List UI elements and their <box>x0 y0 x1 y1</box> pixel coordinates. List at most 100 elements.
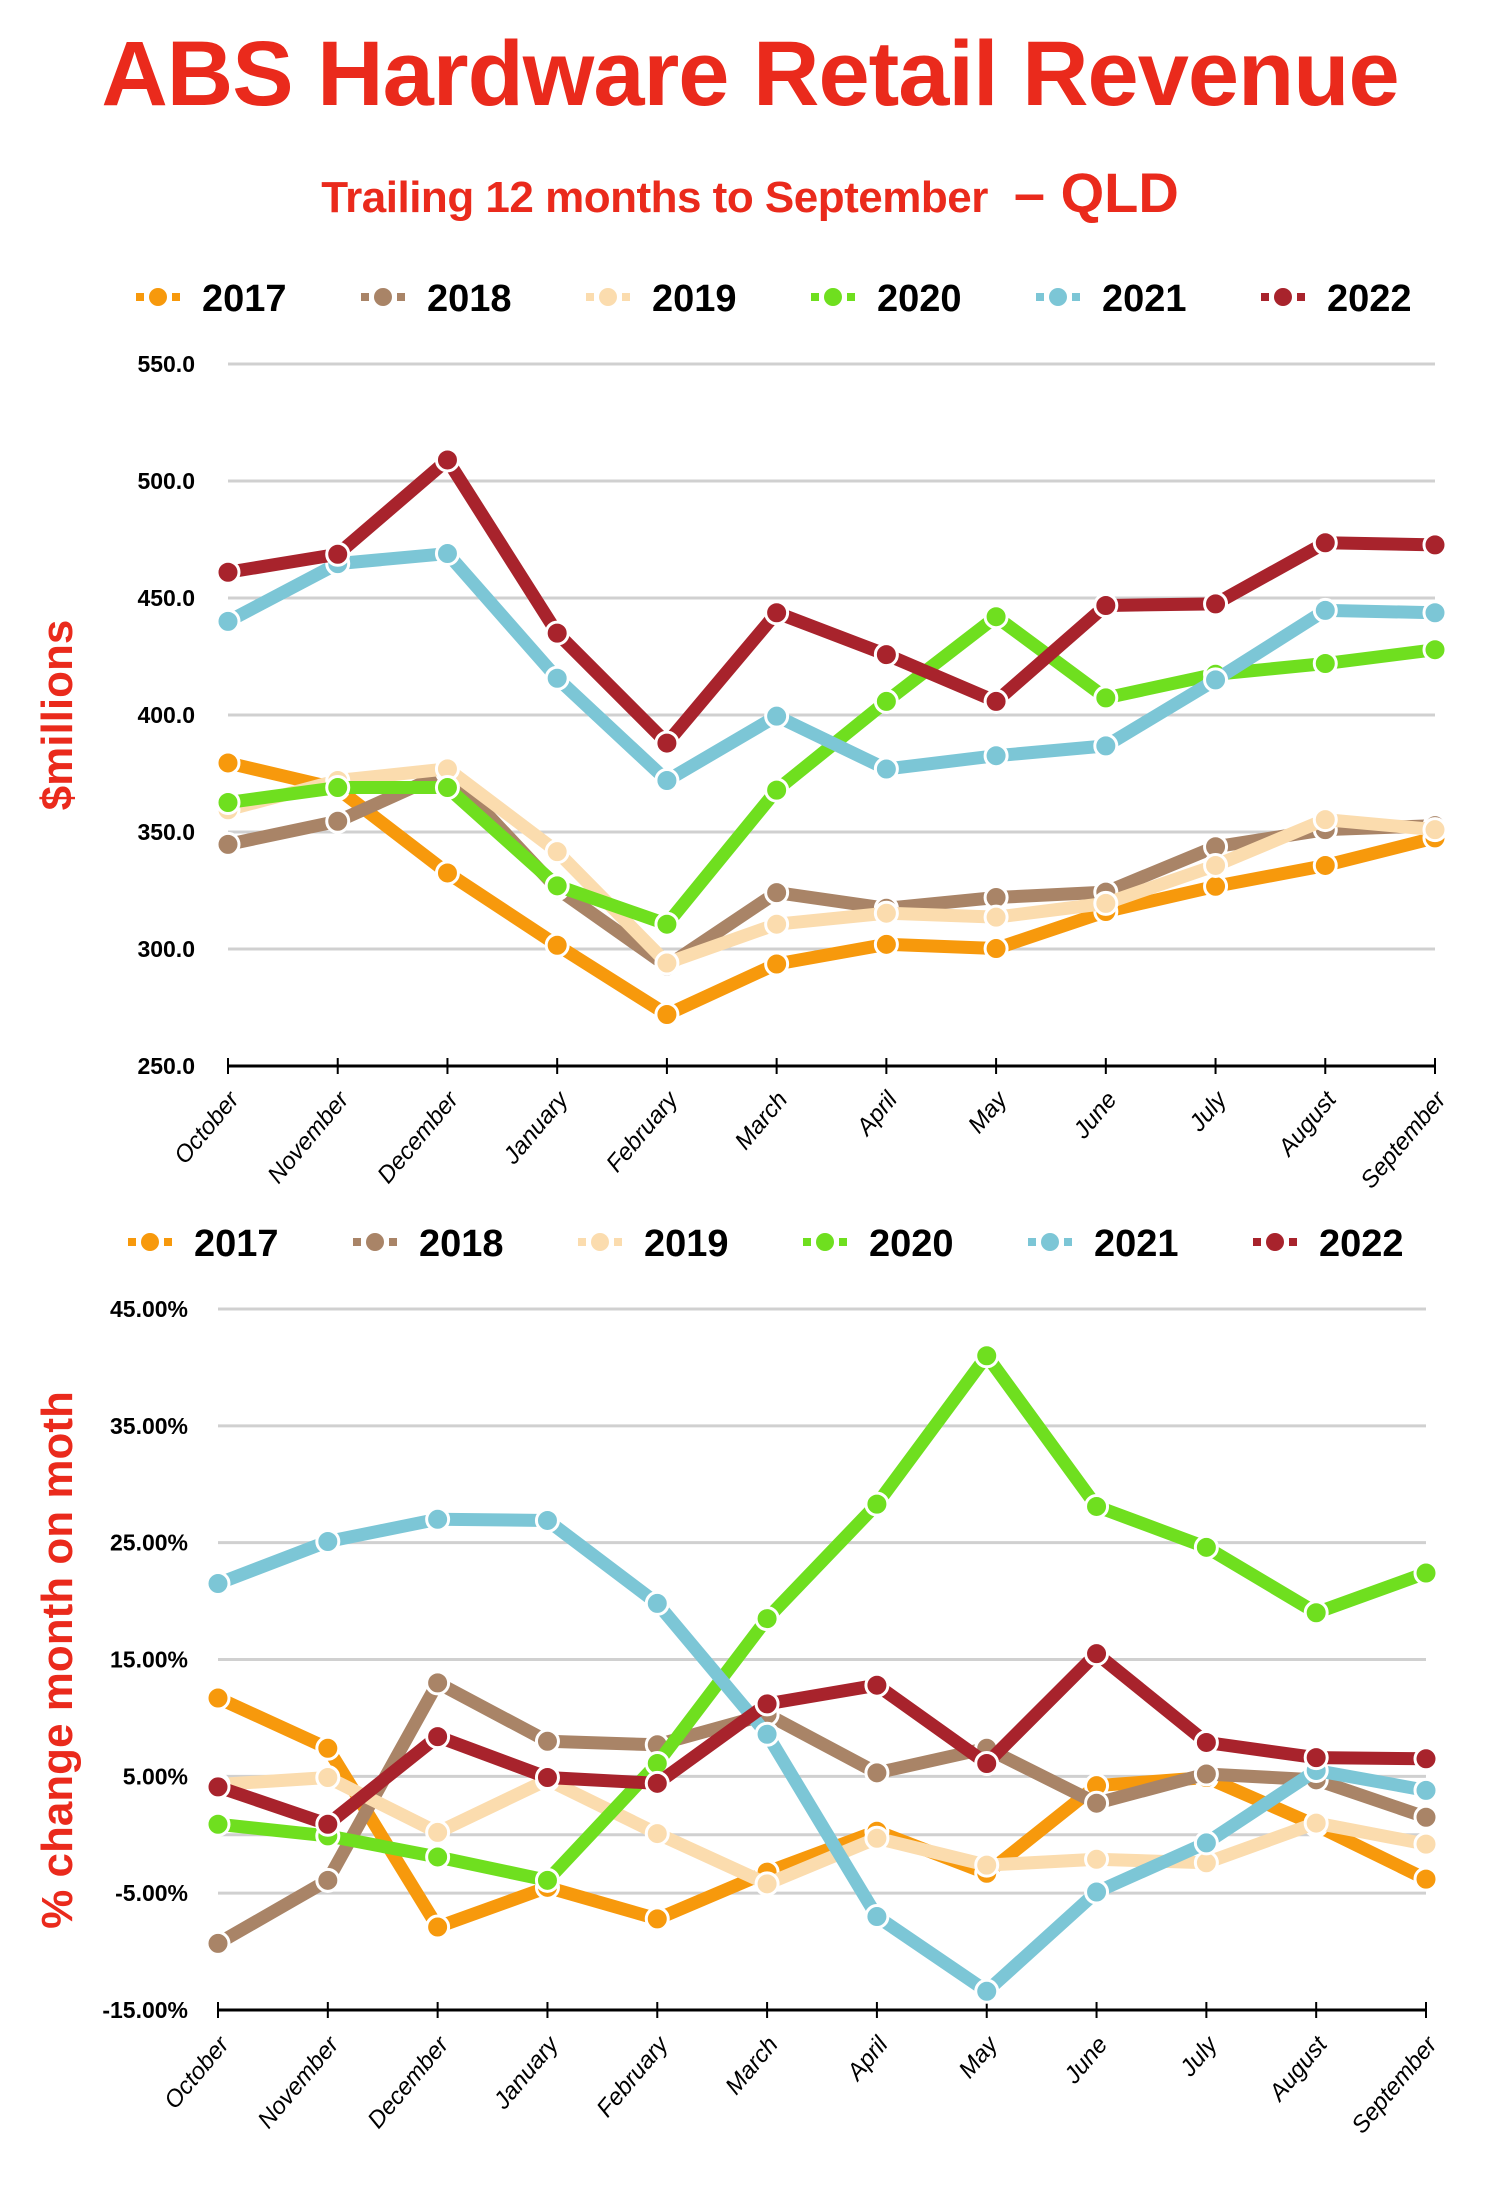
data-point <box>764 880 790 906</box>
data-point <box>1413 1777 1439 1803</box>
data-point <box>1093 733 1119 759</box>
y-tick-label: 350.0 <box>137 819 195 845</box>
data-point <box>1203 591 1229 617</box>
y-tick-label: 15.00% <box>110 1647 188 1673</box>
data-point <box>864 1825 890 1851</box>
series-2018 <box>205 1670 1439 1956</box>
legend-line-left-icon <box>1261 293 1269 301</box>
data-point <box>1084 1493 1110 1519</box>
series-line <box>211 1771 1433 1891</box>
data-point <box>654 1002 680 1028</box>
legend: 2017 2018 2019 2020 2021 2022 <box>128 1223 1404 1265</box>
legend: 2017 2018 2019 2020 2021 2022 <box>136 278 1412 320</box>
data-point <box>754 1691 780 1717</box>
x-tick-label: June <box>1068 1087 1123 1145</box>
legend-marker-icon <box>1049 288 1067 306</box>
x-tick-label: July <box>1174 2030 1224 2082</box>
x-tick-label: July <box>1183 1085 1233 1137</box>
data-point <box>315 1735 341 1761</box>
data-point <box>534 1867 560 1893</box>
data-point <box>1084 1846 1110 1872</box>
data-point <box>1422 637 1448 663</box>
x-tick-label: August <box>1263 2030 1334 2107</box>
data-point <box>215 608 241 634</box>
y-tick-label: 5.00% <box>123 1763 188 1789</box>
legend-label: 2017 <box>194 1223 279 1265</box>
data-point <box>873 642 899 668</box>
legend-line-left-icon <box>361 293 369 301</box>
data-point <box>1422 600 1448 626</box>
data-point <box>1084 1790 1110 1816</box>
legend-item-2017: 2017 <box>136 278 287 320</box>
legend-line-left-icon <box>128 1238 136 1246</box>
legend-line-left-icon <box>1028 1238 1036 1246</box>
data-point <box>205 1571 231 1597</box>
data-point <box>315 1528 341 1554</box>
legend-marker-icon <box>1266 1233 1284 1251</box>
data-point <box>1422 532 1448 558</box>
percent-change-chart: 2017 2018 2019 2020 2021 2022 -15.00% -5.00% 5.0… <box>33 1223 1443 2139</box>
legend-label: 2022 <box>1319 1223 1404 1265</box>
legend-label: 2019 <box>644 1223 729 1265</box>
legend-line-right-icon <box>839 1238 847 1246</box>
legend-line-right-icon <box>622 293 630 301</box>
legend-label: 2020 <box>869 1223 954 1265</box>
series-line <box>211 1691 1433 1934</box>
series-2021 <box>205 1506 1439 2004</box>
chart-subtitle: Trailing 12 months to September – QLD <box>0 160 1500 225</box>
data-point <box>974 1750 1000 1776</box>
x-tick-label: February <box>601 1085 685 1177</box>
data-point <box>764 951 790 977</box>
legend-item-2021: 2021 <box>1036 278 1187 320</box>
legend-item-2022: 2022 <box>1261 278 1412 320</box>
legend-line-right-icon <box>1064 1238 1072 1246</box>
legend-item-2020: 2020 <box>803 1223 954 1265</box>
data-point <box>425 1914 451 1940</box>
series-2022 <box>205 1641 1439 1837</box>
legend-line-right-icon <box>847 293 855 301</box>
data-point <box>544 839 570 865</box>
data-point <box>434 447 460 473</box>
legend-label: 2021 <box>1094 1223 1179 1265</box>
legend-label: 2017 <box>202 278 287 320</box>
data-point <box>325 775 351 801</box>
data-point <box>983 904 1009 930</box>
series-2017 <box>215 750 1448 1028</box>
legend-label: 2018 <box>419 1223 504 1265</box>
y-tick-label: 25.00% <box>110 1530 188 1556</box>
data-point <box>215 831 241 857</box>
legend-line-right-icon <box>164 1238 172 1246</box>
series-2021 <box>215 541 1448 794</box>
x-tick-label: June <box>1058 2032 1113 2090</box>
x-tick-label: March <box>720 2032 784 2100</box>
data-point <box>1312 807 1338 833</box>
y-tick-label: 400.0 <box>137 702 195 728</box>
data-point <box>1413 1746 1439 1772</box>
data-point <box>654 950 680 976</box>
data-point <box>983 604 1009 630</box>
legend-marker-icon <box>374 288 392 306</box>
legend-line-left-icon <box>353 1238 361 1246</box>
data-point <box>1413 1560 1439 1586</box>
data-point <box>205 1685 231 1711</box>
data-point <box>315 1765 341 1791</box>
data-point <box>425 1844 451 1870</box>
data-point <box>534 1507 560 1533</box>
legend-label: 2018 <box>427 278 512 320</box>
data-point <box>1303 1810 1329 1836</box>
data-point <box>544 932 570 958</box>
series-line <box>221 547 1442 788</box>
x-tick-label: January <box>498 1085 575 1170</box>
legend-marker-icon <box>599 288 617 306</box>
data-point <box>544 620 570 646</box>
data-point <box>983 688 1009 714</box>
legend-marker-icon <box>1041 1233 1059 1251</box>
data-point <box>534 1728 560 1754</box>
data-point <box>205 1930 231 1956</box>
series-line <box>221 765 1442 973</box>
data-point <box>644 1906 670 1932</box>
data-point <box>873 688 899 714</box>
series-line <box>211 1647 1433 1831</box>
legend-item-2020: 2020 <box>811 278 962 320</box>
x-tick-label: August <box>1272 1085 1343 1162</box>
